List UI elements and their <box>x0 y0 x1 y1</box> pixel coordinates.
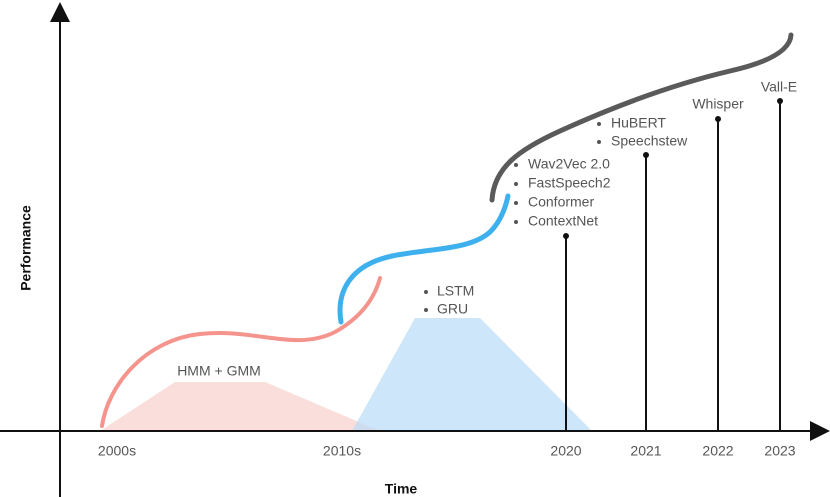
model-item: Wav2Vec 2.0 <box>528 156 610 172</box>
time-label: 2021 <box>630 443 661 459</box>
y-axis-label: Performance <box>18 205 34 291</box>
time-label: 2020 <box>550 443 581 459</box>
bullet <box>597 122 601 126</box>
milestone-dots <box>563 98 783 239</box>
milestone-stems <box>565 101 781 431</box>
model-item: HuBERT <box>611 115 666 131</box>
progress-curve <box>489 32 794 203</box>
x-axis-label: Time <box>385 481 418 497</box>
model-item: FastSpeech2 <box>528 175 611 191</box>
model-item: Whisper <box>692 96 744 112</box>
era-shape <box>352 318 592 431</box>
model-item: Vall-E <box>761 79 797 95</box>
progress-curve <box>100 276 382 428</box>
bullet <box>514 182 518 186</box>
time-label: 2010s <box>323 443 361 459</box>
time-label: 2022 <box>702 443 733 459</box>
time-label: 2000s <box>98 443 136 459</box>
bullet <box>514 201 518 205</box>
model-item: Speechstew <box>611 133 688 149</box>
time-label: 2023 <box>764 443 795 459</box>
model-item: Conformer <box>528 194 594 210</box>
era-shape <box>100 382 380 431</box>
bullet <box>514 220 518 224</box>
bullet <box>514 163 518 167</box>
era-label: HMM + GMM <box>177 363 261 379</box>
progress-curve <box>337 193 511 325</box>
model-item: ContextNet <box>528 213 598 229</box>
bullet <box>424 308 428 312</box>
bullet <box>597 140 601 144</box>
era-item: LSTM <box>437 283 474 299</box>
era-item: GRU <box>437 301 468 317</box>
bullet <box>424 290 428 294</box>
